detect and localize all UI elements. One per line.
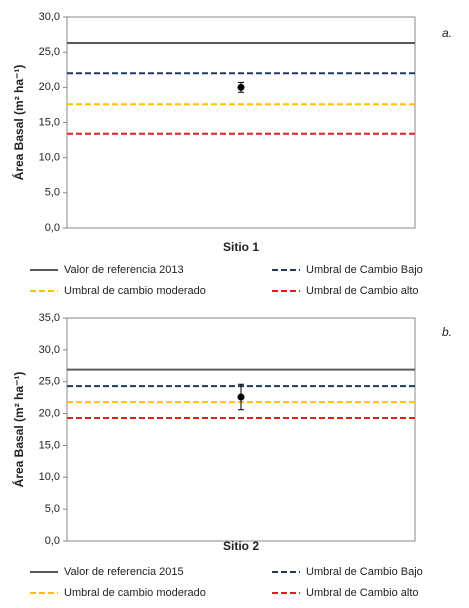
y-tick-label: 5,0: [45, 503, 60, 515]
y-tick-label: 0,0: [45, 222, 60, 234]
y-axis-label: Área Basal (m² ha⁻¹): [11, 372, 26, 488]
legend-label: Umbral de Cambio alto: [306, 285, 419, 297]
y-tick-label: 5,0: [45, 187, 60, 199]
y-tick-label: 30,0: [39, 11, 60, 23]
y-tick-label: 30,0: [39, 344, 60, 356]
plot-area: [66, 317, 416, 542]
y-tick-label: 20,0: [39, 407, 60, 419]
point: [237, 83, 245, 91]
x-category-label: Sitio 1: [223, 240, 259, 254]
panel-label: a.: [442, 26, 452, 40]
y-tick-label: 15,0: [39, 116, 60, 128]
plot-area: [66, 16, 416, 229]
y-tick-label: 10,0: [39, 471, 60, 483]
y-tick-label: 0,0: [45, 535, 60, 547]
legend-label: Umbral de Cambio alto: [306, 587, 419, 599]
y-axis-label: Área Basal (m² ha⁻¹): [11, 65, 26, 181]
y-tick-label: 35,0: [39, 312, 60, 324]
legend-label: Valor de referencia 2013: [64, 264, 184, 276]
legend-label: Umbral de cambio moderado: [64, 285, 206, 297]
legend-label: Umbral de Cambio Bajo: [306, 566, 423, 578]
y-tick-label: 25,0: [39, 376, 60, 388]
x-category-label: Sitio 2: [223, 539, 259, 553]
y-tick-label: 20,0: [39, 81, 60, 93]
legend-label: Valor de referencia 2015: [64, 566, 184, 578]
legend-label: Umbral de cambio moderado: [64, 587, 206, 599]
y-tick-label: 10,0: [39, 152, 60, 164]
point: [237, 393, 245, 401]
y-tick-label: 25,0: [39, 46, 60, 58]
legend-label: Umbral de Cambio Bajo: [306, 264, 423, 276]
panel-label: b.: [442, 325, 452, 339]
y-tick-label: 15,0: [39, 439, 60, 451]
